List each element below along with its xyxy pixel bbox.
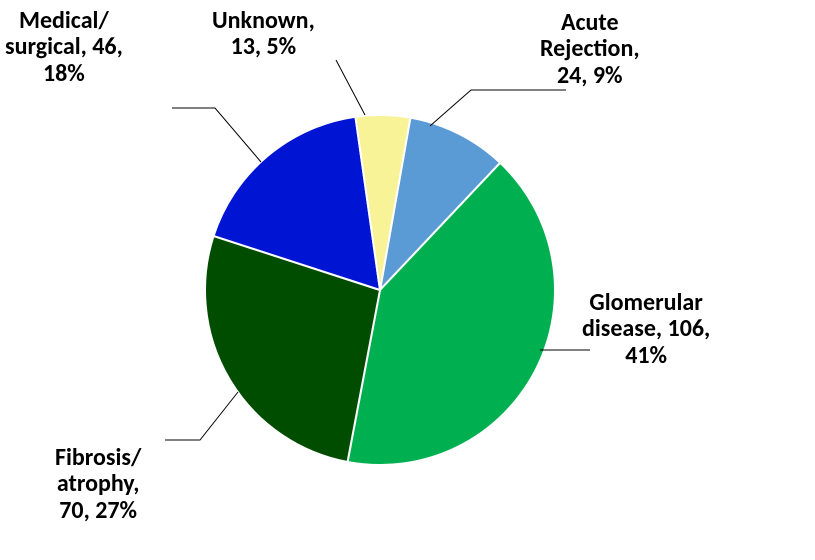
- leader-line: [0, 0, 815, 560]
- pie-chart-container: Acute Rejection, 24, 9%Glomerular diseas…: [0, 0, 815, 560]
